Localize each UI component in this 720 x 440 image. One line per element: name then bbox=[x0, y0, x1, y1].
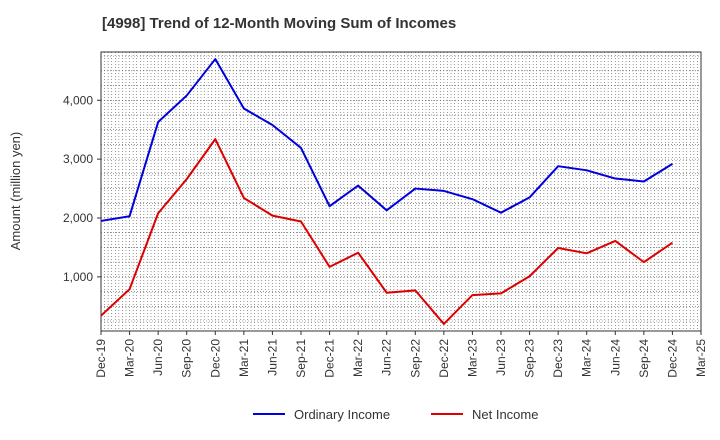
y-tick-label: 1,000 bbox=[63, 270, 93, 284]
grid-lines bbox=[101, 52, 701, 331]
x-tick-label: Mar-25 bbox=[694, 339, 708, 377]
x-tick-label: Sep-21 bbox=[294, 339, 308, 378]
y-axis: 1,000 2,000 3,000 4,000 bbox=[63, 93, 101, 284]
y-tick-label: 3,000 bbox=[63, 152, 93, 166]
x-tick-label: Dec-20 bbox=[208, 339, 222, 378]
legend-label: Ordinary Income bbox=[294, 407, 390, 422]
y-axis-label: Amount (million yen) bbox=[8, 132, 23, 251]
x-tick-label: Mar-20 bbox=[123, 339, 137, 377]
x-tick-label: Sep-20 bbox=[180, 339, 194, 378]
chart-title: [4998] Trend of 12-Month Moving Sum of I… bbox=[102, 15, 457, 32]
plot-area bbox=[100, 51, 702, 332]
x-tick-label: Jun-20 bbox=[151, 339, 165, 376]
legend: Ordinary Income Net Income bbox=[253, 407, 538, 422]
x-tick-label: Dec-23 bbox=[551, 339, 565, 378]
x-tick-label: Jun-21 bbox=[265, 339, 279, 376]
x-tick-label: Jun-24 bbox=[608, 339, 622, 376]
x-tick-label: Jun-23 bbox=[494, 339, 508, 376]
x-tick-label: Mar-23 bbox=[465, 339, 479, 377]
x-tick-label: Mar-22 bbox=[351, 339, 365, 377]
x-tick-label: Dec-21 bbox=[323, 339, 337, 378]
x-tick-label: Sep-23 bbox=[523, 339, 537, 378]
x-tick-label: Dec-24 bbox=[665, 339, 679, 378]
x-axis: Dec-19 Mar-20 Jun-20 Sep-20 Dec-20 Mar-21 Jun-… bbox=[94, 331, 708, 378]
y-tick-label: 4,000 bbox=[63, 93, 93, 107]
y-tick-label: 2,000 bbox=[63, 211, 93, 225]
x-tick-label: Mar-24 bbox=[580, 339, 594, 377]
x-tick-label: Sep-22 bbox=[408, 339, 422, 378]
legend-label: Net Income bbox=[472, 407, 538, 422]
x-tick-label: Sep-24 bbox=[637, 339, 651, 378]
x-tick-label: Jun-22 bbox=[380, 339, 394, 376]
series-lines bbox=[100, 58, 673, 325]
x-tick-label: Mar-21 bbox=[237, 339, 251, 377]
x-tick-label: Dec-19 bbox=[94, 339, 108, 378]
x-tick-label: Dec-22 bbox=[437, 339, 451, 378]
